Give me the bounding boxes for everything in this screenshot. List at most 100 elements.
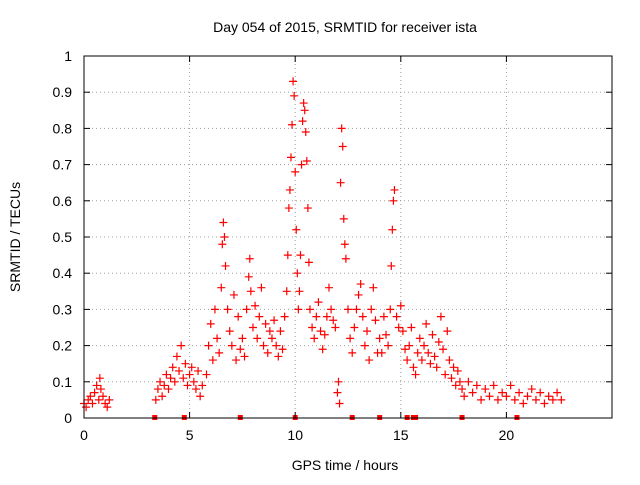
data-point <box>88 399 97 408</box>
ticks-layer <box>83 55 612 419</box>
data-point <box>296 251 305 260</box>
data-point <box>432 363 441 372</box>
data-point <box>493 395 502 404</box>
data-point <box>215 348 224 357</box>
data-point <box>236 345 245 354</box>
data-point <box>305 305 314 314</box>
x-axis-label: GPS time / hours <box>292 457 399 473</box>
data-point <box>335 399 344 408</box>
data-point <box>257 283 266 292</box>
series-layer <box>80 77 566 412</box>
data-point <box>316 327 325 336</box>
data-point <box>527 385 536 394</box>
data-point <box>451 381 460 390</box>
y-tick-label: 0.5 <box>53 229 73 245</box>
data-point <box>411 370 420 379</box>
data-point <box>153 385 162 394</box>
data-point <box>531 395 540 404</box>
y-tick-label: 0 <box>64 410 72 426</box>
grid-layer <box>84 56 612 418</box>
data-point <box>101 399 110 408</box>
data-point <box>301 128 310 137</box>
data-point <box>217 283 226 292</box>
data-point <box>94 395 103 404</box>
data-point <box>536 388 545 397</box>
data-point <box>280 312 289 321</box>
data-point <box>339 214 348 223</box>
data-point <box>548 395 557 404</box>
data-point <box>289 77 298 86</box>
data-point <box>278 345 287 354</box>
data-point <box>204 341 213 350</box>
data-point <box>303 204 312 213</box>
data-point <box>340 240 349 249</box>
data-point <box>253 334 262 343</box>
data-point <box>455 377 464 386</box>
data-point <box>506 381 515 390</box>
data-point <box>430 352 439 361</box>
data-point <box>206 319 215 328</box>
data-point <box>540 399 549 408</box>
data-point <box>179 374 188 383</box>
data-point <box>464 377 473 386</box>
data-point <box>327 305 336 314</box>
data-point <box>95 374 104 383</box>
data-point <box>377 348 386 357</box>
data-point <box>294 305 303 314</box>
data-point <box>445 356 454 365</box>
data-point <box>485 392 494 401</box>
data-point <box>218 240 227 249</box>
data-point <box>477 395 486 404</box>
data-point <box>348 348 357 357</box>
data-point <box>189 377 198 386</box>
data-point <box>304 258 313 267</box>
data-point <box>248 323 257 332</box>
data-point <box>213 334 222 343</box>
data-point <box>300 106 309 115</box>
data-point <box>375 334 384 343</box>
data-point <box>428 330 437 339</box>
chart-title: Day 054 of 2015, SRMTID for receiver ist… <box>213 19 477 35</box>
data-point <box>498 388 507 397</box>
data-point <box>331 323 340 332</box>
data-point <box>251 301 260 310</box>
data-point <box>284 204 293 213</box>
data-point <box>292 225 301 234</box>
data-point <box>202 370 211 379</box>
data-point <box>449 363 458 372</box>
data-point <box>369 283 378 292</box>
data-point <box>170 377 179 386</box>
data-point <box>344 305 352 314</box>
data-point <box>310 334 319 343</box>
data-point <box>225 327 234 336</box>
data-point <box>168 363 177 372</box>
data-point <box>185 370 194 379</box>
data-point <box>90 388 99 397</box>
data-point <box>553 388 562 397</box>
data-point <box>282 287 291 296</box>
data-point <box>86 392 95 401</box>
data-point <box>382 330 391 339</box>
data-point <box>519 399 528 408</box>
data-point <box>158 392 167 401</box>
data-point <box>175 366 184 375</box>
data-point <box>255 312 264 321</box>
data-point <box>299 99 308 108</box>
data-point <box>333 388 342 397</box>
data-point <box>420 341 429 350</box>
data-point <box>354 290 363 299</box>
data-point <box>162 370 171 379</box>
data-point <box>360 341 369 350</box>
data-point <box>405 341 414 350</box>
data-point <box>261 319 270 328</box>
data-point <box>246 287 255 296</box>
data-point <box>229 290 238 299</box>
data-point <box>390 185 399 194</box>
data-point <box>436 312 445 321</box>
data-point <box>409 363 418 372</box>
data-point <box>324 283 333 292</box>
data-point <box>396 301 405 310</box>
data-point <box>320 330 329 339</box>
data-point <box>244 272 253 281</box>
data-point <box>295 287 304 296</box>
